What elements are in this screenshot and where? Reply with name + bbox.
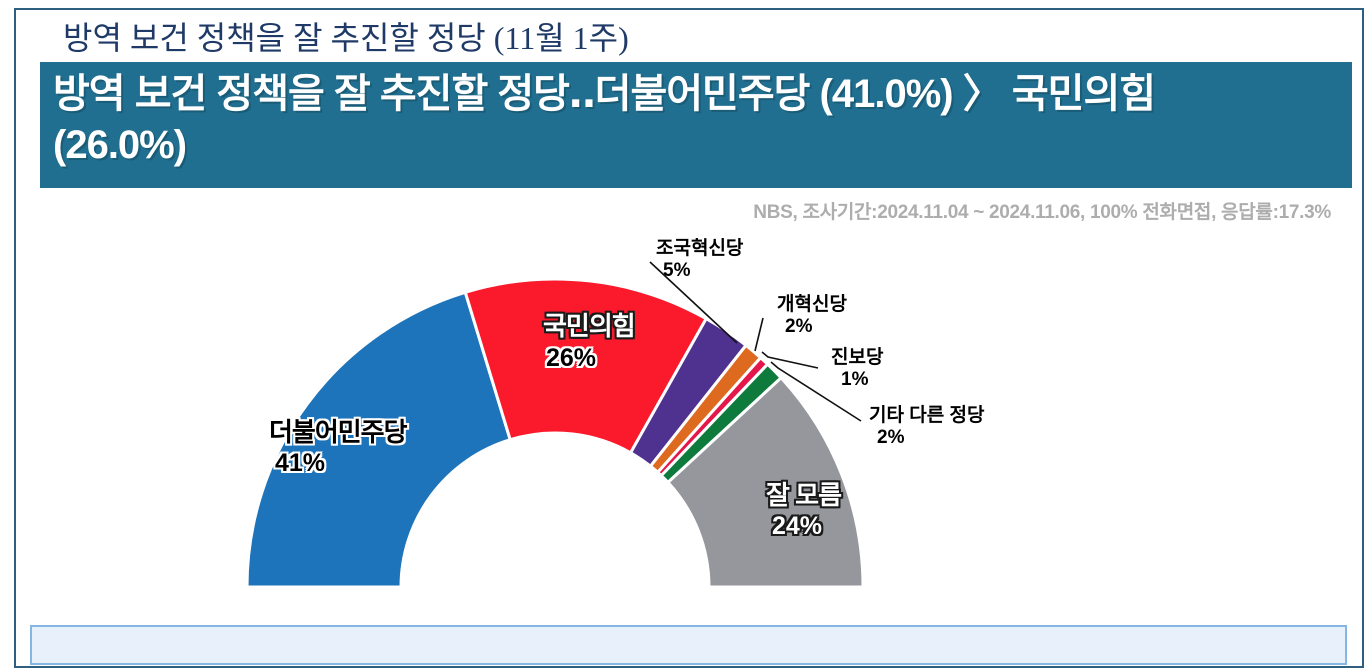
slice-name: 잘 모름 <box>766 480 842 510</box>
slice-name: 기타 다른 정당 <box>869 405 985 426</box>
callout-line-jinbo <box>761 351 819 369</box>
headline-line1: 방역 보건 정책을 잘 추진할 정당‥더불어민주당 (41.0%) 〉 국민의힘 <box>53 72 1156 116</box>
slice-label-choguk: 조국혁신당 5% <box>656 238 743 282</box>
slice-label-jinbo: 진보당 1% <box>831 347 883 391</box>
headline-line2: (26.0%) <box>53 123 187 167</box>
slice-name: 개혁신당 <box>777 294 847 315</box>
slice-percent: 1% <box>841 369 869 390</box>
slice-percent: 2% <box>877 427 905 448</box>
slice-label-ppp: 국민의힘 26% <box>543 310 636 374</box>
donut-slice-1 <box>463 277 708 455</box>
callout-line-reform <box>754 317 764 352</box>
survey-source-note: NBS, 조사기간:2024.11.04 ~ 2024.11.06, 100% … <box>753 202 1331 223</box>
slice-percent: 26% <box>546 344 597 372</box>
page-title: 방역 보건 정책을 잘 추진할 정당 (11월 1주) <box>63 20 629 56</box>
slice-percent: 5% <box>663 260 691 281</box>
slice-name: 더불어민주당 <box>269 417 408 447</box>
slice-label-etc: 기타 다른 정당 2% <box>869 405 984 449</box>
next-section-panel <box>30 625 1347 665</box>
slice-label-democratic: 더불어민주당 41% <box>269 417 408 479</box>
slice-label-unknown: 잘 모름 24% <box>766 480 842 542</box>
slice-name: 조국혁신당 <box>656 238 744 259</box>
donut-slice-6 <box>666 376 865 589</box>
donut-slice-0 <box>245 290 512 589</box>
slice-percent: 2% <box>785 316 813 337</box>
slice-label-reform: 개혁신당 2% <box>777 294 847 338</box>
half-donut-chart <box>245 261 865 589</box>
callout-line-etc <box>770 361 862 422</box>
slice-name: 진보당 <box>831 347 884 368</box>
donut-slices <box>245 277 865 589</box>
slice-name: 국민의힘 <box>543 311 636 341</box>
slice-percent: 24% <box>772 512 823 540</box>
slice-percent: 41% <box>275 449 326 477</box>
callout-line-choguk <box>649 261 738 344</box>
headline-banner: 방역 보건 정책을 잘 추진할 정당‥더불어민주당 (41.0%) 〉 국민의힘… <box>40 62 1352 188</box>
